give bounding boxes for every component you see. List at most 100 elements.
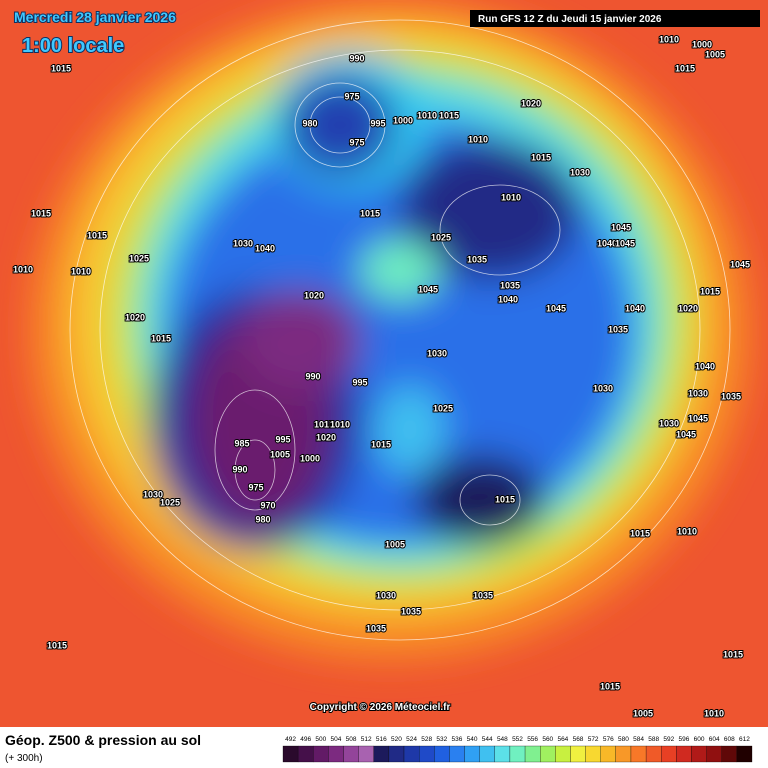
colorbar-swatch xyxy=(388,745,405,763)
isobar-label: 1015 xyxy=(47,640,67,650)
isobar-label: 1015 xyxy=(360,208,380,218)
colorbar-label: 596 xyxy=(678,736,689,743)
colorbar-swatch xyxy=(570,745,586,763)
isobar-label: 1000 xyxy=(300,453,320,463)
isobar-label: 1010 xyxy=(677,526,697,536)
isobar-label: 1015 xyxy=(371,439,391,449)
isobar-label: 1030 xyxy=(659,418,679,428)
isobar-label: 1015 xyxy=(151,333,171,343)
isobar-label: 1045 xyxy=(730,259,750,269)
isobar-label: 1030 xyxy=(593,383,613,393)
isobar-label: 1005 xyxy=(633,708,653,718)
colorbar-label: 608 xyxy=(724,736,735,743)
isobar-label: 1015 xyxy=(723,649,743,659)
isobar-label: 1015 xyxy=(600,681,620,691)
isobar-label: 995 xyxy=(370,118,385,128)
colorbar-label: 520 xyxy=(391,736,402,743)
colorbar-swatch xyxy=(358,745,374,763)
colorbar-swatch xyxy=(464,745,480,763)
isobar-label: 1020 xyxy=(316,432,336,442)
isobar-label: 1040 xyxy=(625,303,645,313)
colorbar-label: 564 xyxy=(557,736,568,743)
colorbar-label: 532 xyxy=(436,736,447,743)
isobar-label: 1045 xyxy=(688,413,708,423)
isobar-label: 1015 xyxy=(675,63,695,73)
isobar-label: 1015 xyxy=(51,63,71,73)
isobar-label: 1015 xyxy=(439,110,459,120)
isobar-label: 1010 xyxy=(468,134,488,144)
isobar-label: 995 xyxy=(352,377,367,387)
colorbar-label: 492 xyxy=(285,736,296,743)
colorbar-swatch xyxy=(661,745,677,763)
colorbar: 492 496 500 504 508 512 516 520 524 528 532 536 540 5… xyxy=(282,736,753,763)
colorbar-swatch xyxy=(282,745,299,763)
isobar-label: 1005 xyxy=(385,539,405,549)
isobar-label: 1005 xyxy=(705,49,725,59)
isobar-label: 980 xyxy=(255,514,270,524)
isobar-label: 1025 xyxy=(129,253,149,263)
isobar-label: 1015 xyxy=(314,419,334,429)
colorbar-label: 568 xyxy=(573,736,584,743)
lead-time: (+ 300h) xyxy=(5,753,43,764)
isobar-label: 1040 xyxy=(597,238,617,248)
colorbar-label: 560 xyxy=(542,736,553,743)
valid-date: Mercredi 28 janvier 2026 xyxy=(14,9,176,25)
isobar-label: 1030 xyxy=(376,590,396,600)
colorbar-swatch xyxy=(403,745,420,763)
colorbar-swatch xyxy=(297,745,314,763)
isobar-label: 1015 xyxy=(87,230,107,240)
colorbar-label: 604 xyxy=(709,736,720,743)
colorbar-label: 552 xyxy=(512,736,523,743)
colorbar-swatch xyxy=(524,745,541,763)
colorbar-swatch xyxy=(736,745,753,763)
copyright: Copyright © 2026 Méteociel.fr xyxy=(310,702,451,713)
colorbar-label: 580 xyxy=(618,736,629,743)
footer-title: Géop. Z500 & pression au sol xyxy=(5,732,201,748)
isobar-label: 1035 xyxy=(366,623,386,633)
colorbar-swatch xyxy=(600,745,616,763)
colorbar-swatch xyxy=(676,745,692,763)
colorbar-label: 508 xyxy=(346,736,357,743)
isobar-label: 1040 xyxy=(695,361,715,371)
isobar-label: 1020 xyxy=(678,303,698,313)
isobar-label: 1045 xyxy=(676,429,696,439)
isobar-label: 1020 xyxy=(125,312,145,322)
colorbar-label: 536 xyxy=(452,736,463,743)
isobar-label: 1030 xyxy=(143,489,163,499)
isobar-label: 975 xyxy=(344,91,359,101)
isobar-label: 1030 xyxy=(233,238,253,248)
colorbar-swatch xyxy=(328,745,344,763)
colorbar-swatch xyxy=(721,745,738,763)
isobar-label: 1025 xyxy=(431,232,451,242)
isobar-label: 980 xyxy=(302,118,317,128)
colorbar-label: 524 xyxy=(406,736,417,743)
isobar-label: 1010 xyxy=(13,264,33,274)
isobar-label: 1015 xyxy=(495,494,515,504)
colorbar-swatch xyxy=(373,745,390,763)
isobar-label: 1010 xyxy=(330,419,350,429)
colorbar-label: 612 xyxy=(739,736,750,743)
isobar-label: 1040 xyxy=(255,243,275,253)
colorbar-swatch xyxy=(706,745,722,763)
isobar-label: 1020 xyxy=(521,98,541,108)
colorbar-label: 592 xyxy=(663,736,674,743)
isobar-label: 995 xyxy=(275,434,290,444)
colorbar-swatch xyxy=(494,745,511,763)
isobar-label: 1040 xyxy=(498,294,518,304)
isobar-label: 1010 xyxy=(659,34,679,44)
colorbar-label: 500 xyxy=(315,736,326,743)
colorbar-label: 516 xyxy=(376,736,387,743)
colorbar-swatch xyxy=(313,745,329,763)
colorbar-swatch xyxy=(691,745,707,763)
isobar-label: 1010 xyxy=(417,110,437,120)
isobar-label: 1035 xyxy=(608,324,628,334)
colorbar-swatch xyxy=(449,745,465,763)
isobar-label: 1035 xyxy=(467,254,487,264)
isobar-label: 975 xyxy=(349,137,364,147)
colorbar-swatch xyxy=(479,745,495,763)
isobar-label: 1010 xyxy=(501,192,521,202)
isobar-label: 1045 xyxy=(418,284,438,294)
colorbar-label: 548 xyxy=(497,736,508,743)
